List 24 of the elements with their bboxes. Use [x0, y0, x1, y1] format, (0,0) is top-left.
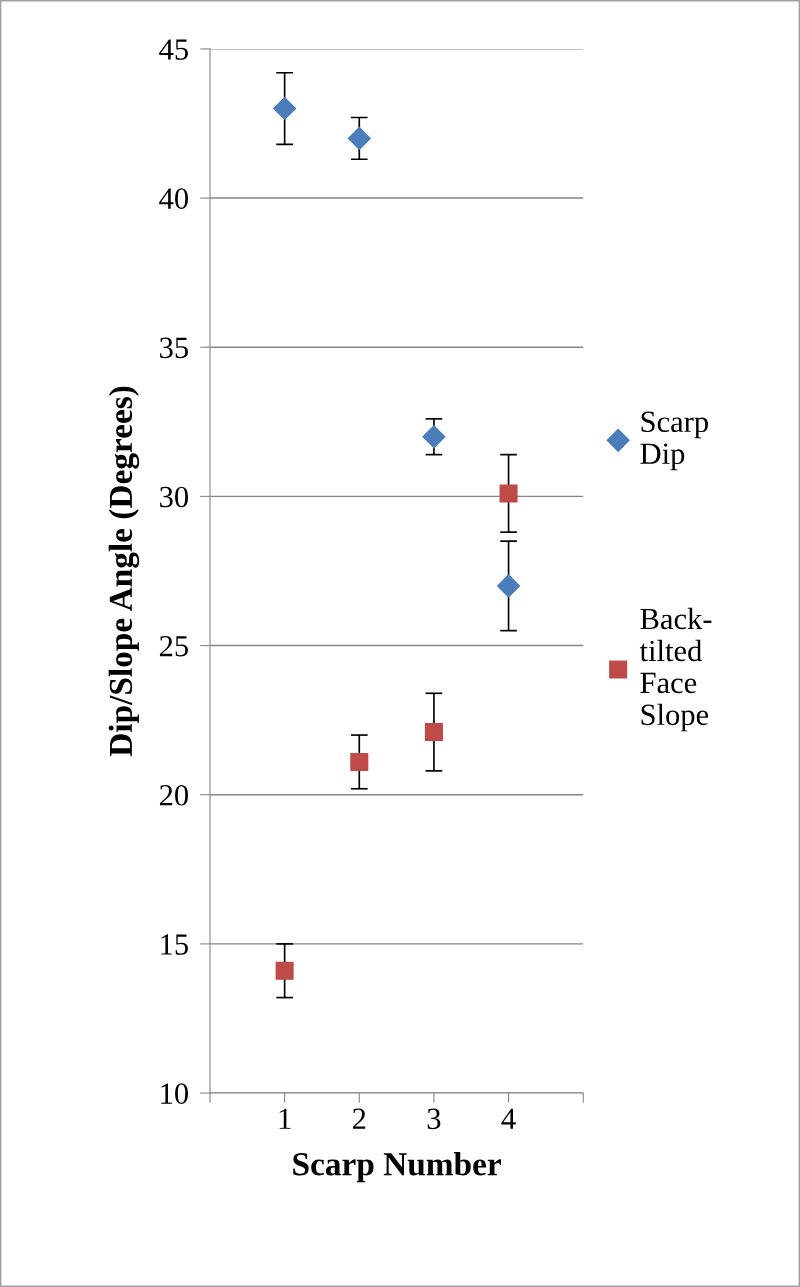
- x-axis-title: Scarp Number: [293, 1152, 501, 1183]
- point: [273, 97, 297, 121]
- point: [497, 574, 521, 598]
- legend-label: Back-tilted Face Slope: [639, 607, 712, 732]
- y-axis-title: Dip/Slope Angle (Degrees): [108, 386, 140, 757]
- y-tick-label: 45: [159, 39, 188, 60]
- point: [275, 961, 294, 980]
- y-tick-label: 20: [159, 785, 188, 806]
- y-tick-label: 30: [160, 486, 188, 508]
- x-tick-label: 4: [501, 1108, 516, 1129]
- y-tick-label: 15: [161, 934, 188, 955]
- x-tick-label: 2: [352, 1108, 366, 1129]
- point: [424, 723, 443, 742]
- y-tick-label: 25: [159, 635, 188, 657]
- y-tick-label: 35: [160, 337, 188, 359]
- point: [350, 752, 369, 771]
- point: [422, 425, 446, 449]
- y-tick-label: 10: [161, 1083, 188, 1104]
- point: [499, 484, 518, 503]
- x-tick-label: 3: [427, 1108, 441, 1130]
- x-tick-label: 1: [279, 1108, 291, 1129]
- legend-label: Scarp Dip: [640, 411, 708, 471]
- point: [347, 126, 371, 150]
- y-tick-label: 40: [159, 188, 188, 209]
